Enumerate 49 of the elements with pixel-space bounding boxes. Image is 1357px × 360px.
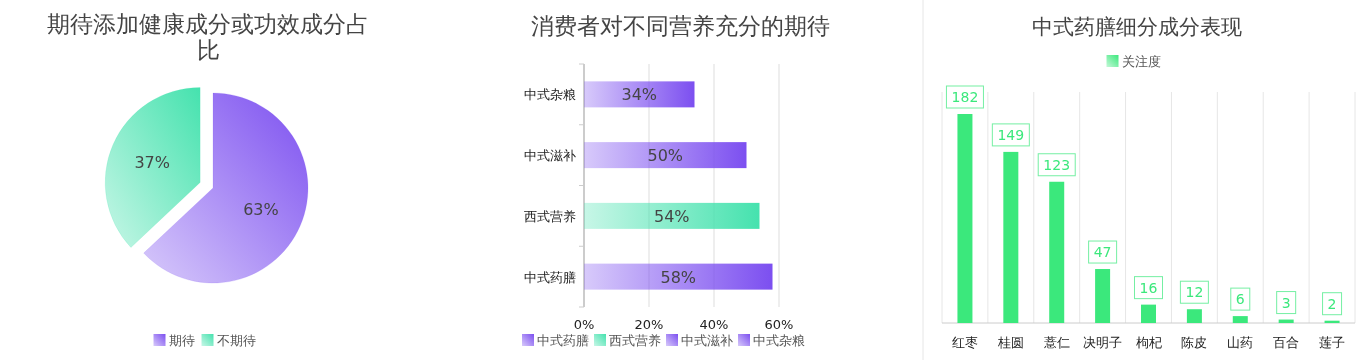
legend-label: 中式杂粮 xyxy=(753,333,805,348)
x-tick-label: 红枣 xyxy=(951,335,978,350)
data-label: 6 xyxy=(1235,291,1245,308)
legend-label: 关注度 xyxy=(1121,54,1161,69)
bar xyxy=(1049,181,1065,323)
x-tick-label: 山药 xyxy=(1227,335,1254,350)
y-tick-label: 中式滋补 xyxy=(524,148,576,164)
bar xyxy=(1186,309,1202,323)
chart-title: 消费者对不同营养充分的期待 xyxy=(530,13,830,39)
data-label: 123 xyxy=(1043,156,1071,173)
data-label: 149 xyxy=(997,126,1025,143)
x-tick-label: 桂圆 xyxy=(996,335,1024,350)
legend-label: 中式滋补 xyxy=(681,333,733,348)
chart-title: 中式药膳细分成分表现 xyxy=(1032,15,1242,39)
x-tick-label: 百合 xyxy=(1273,335,1300,350)
x-tick-label: 决明子 xyxy=(1083,335,1123,350)
bar xyxy=(1232,316,1248,323)
x-tick-label: 20% xyxy=(634,317,664,332)
x-tick-label: 薏仁 xyxy=(1043,335,1070,350)
data-label: 3 xyxy=(1281,294,1291,311)
x-tick-label: 陈皮 xyxy=(1181,335,1208,350)
data-label: 47 xyxy=(1093,244,1112,261)
y-tick-label: 西式营养 xyxy=(524,208,576,224)
y-tick-label: 中式杂粮 xyxy=(524,87,576,103)
data-label: 37% xyxy=(134,152,170,172)
data-label: 63% xyxy=(243,199,279,219)
legend-label: 西式营养 xyxy=(609,333,661,348)
bar xyxy=(1141,304,1156,323)
bar xyxy=(1003,151,1019,323)
x-tick-label: 枸杞 xyxy=(1135,335,1162,350)
data-label: 50% xyxy=(647,146,684,166)
bar xyxy=(1095,269,1111,323)
data-label: 34% xyxy=(621,85,658,105)
data-label: 2 xyxy=(1327,295,1337,312)
data-label: 54% xyxy=(653,206,690,226)
x-tick-label: 60% xyxy=(764,317,794,332)
data-label: 58% xyxy=(660,267,697,287)
x-tick-label: 40% xyxy=(699,317,729,332)
chart-title: 期待添加健康成分或功效成分占比 xyxy=(47,11,369,63)
legend-label: 不期待 xyxy=(216,333,256,348)
x-tick-label: 莲子 xyxy=(1319,335,1346,350)
bar xyxy=(957,114,973,323)
legend-label: 期待 xyxy=(168,333,195,348)
data-label: 12 xyxy=(1185,284,1204,301)
data-label: 182 xyxy=(951,89,979,105)
y-tick-label: 中式药膳 xyxy=(524,269,576,285)
legend-label: 中式药膳 xyxy=(537,333,589,348)
x-tick-label: 0% xyxy=(573,317,595,332)
data-label: 16 xyxy=(1139,279,1158,296)
